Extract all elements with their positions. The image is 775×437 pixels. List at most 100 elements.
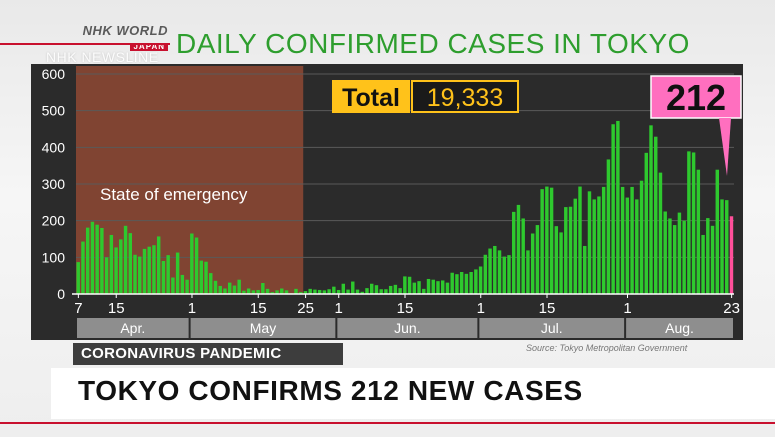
bar — [104, 257, 109, 294]
bar — [710, 225, 715, 294]
month-band — [626, 318, 733, 338]
bar — [114, 247, 118, 294]
bar — [672, 225, 677, 294]
bar — [251, 290, 256, 294]
source-note: Source: Tokyo Metropolitan Government — [526, 343, 688, 353]
bar — [336, 289, 341, 294]
bar — [445, 282, 450, 294]
bar — [308, 288, 312, 294]
callout-value: 212 — [666, 77, 726, 118]
total-value: 19,333 — [427, 84, 503, 112]
total-label-box — [332, 80, 410, 113]
bar — [85, 227, 90, 294]
y-tick-label: 400 — [42, 139, 66, 155]
bar — [620, 186, 625, 294]
bars-group — [76, 120, 734, 294]
bar — [497, 250, 502, 294]
month-label: Aug. — [665, 320, 694, 336]
bar — [469, 272, 473, 294]
bar — [568, 206, 573, 294]
state-of-emergency-label: State of emergency — [100, 185, 248, 204]
bar — [677, 212, 682, 294]
bar — [298, 292, 303, 294]
bar — [185, 279, 189, 294]
x-tick-label: 1 — [477, 300, 485, 317]
bar — [540, 189, 544, 294]
y-tick-label: 200 — [42, 213, 66, 229]
bar — [493, 245, 497, 294]
bar — [270, 292, 275, 294]
bar — [119, 239, 123, 294]
bar — [388, 285, 393, 294]
bar — [142, 248, 147, 294]
bottom-red-rule — [0, 422, 775, 424]
x-tick-label: 15 — [250, 300, 267, 317]
bar — [507, 255, 511, 294]
bar — [213, 280, 218, 294]
bar — [478, 266, 483, 294]
bar — [76, 262, 80, 294]
month-label: Apr. — [120, 320, 145, 336]
x-tick-label: 7 — [74, 300, 82, 317]
bar — [152, 245, 156, 294]
bar — [242, 290, 246, 294]
chart-container: 0 100 200 300 400 500 600 7 15 1 15 25 1 15 1 15 1 23 Ap… — [31, 64, 743, 340]
bar — [161, 261, 166, 294]
bar — [190, 233, 194, 294]
bar — [559, 232, 563, 294]
bar — [166, 255, 170, 294]
bar — [635, 199, 639, 294]
bar — [696, 169, 701, 294]
bar — [313, 289, 317, 294]
bar — [687, 151, 691, 294]
bar — [223, 288, 227, 294]
bar — [554, 226, 559, 294]
bar — [658, 172, 663, 294]
bar — [261, 283, 265, 294]
y-tick-label: 600 — [42, 66, 66, 82]
x-tick-label: 1 — [335, 300, 343, 317]
bar — [616, 120, 620, 294]
bar — [284, 290, 289, 294]
bar — [280, 288, 284, 294]
bar — [360, 291, 364, 294]
bar — [294, 288, 298, 294]
bar — [128, 233, 133, 294]
bar — [355, 289, 360, 294]
bar — [573, 198, 577, 294]
x-tick-label: 1 — [188, 300, 196, 317]
callout-pointer — [719, 118, 731, 176]
bar — [100, 228, 104, 294]
bar — [578, 186, 582, 294]
bar — [450, 272, 454, 294]
bar — [256, 289, 260, 294]
bar — [729, 216, 734, 294]
bar — [625, 197, 630, 294]
bar-chart: 0 100 200 300 400 500 600 7 15 1 15 25 1 15 1 15 1 23 Ap… — [31, 64, 743, 340]
bar — [601, 186, 606, 294]
y-tick-label: 100 — [42, 249, 66, 265]
bar — [180, 274, 185, 294]
y-axis: 0 100 200 300 400 500 600 — [42, 66, 734, 302]
bar — [526, 250, 530, 294]
x-tick-label: 15 — [397, 300, 414, 317]
bar — [227, 282, 232, 294]
bar — [398, 288, 402, 294]
bar — [369, 283, 374, 294]
bar — [133, 254, 137, 294]
bar — [209, 273, 213, 294]
bar — [123, 225, 128, 294]
headline-accent — [51, 368, 60, 419]
bar — [237, 279, 241, 294]
bar — [303, 291, 308, 294]
program-watermark: NHK NEWSLINE — [46, 49, 159, 65]
bar — [417, 281, 421, 294]
bar — [483, 254, 488, 294]
bar — [204, 261, 208, 294]
month-label: Jun. — [394, 320, 420, 336]
bar — [502, 256, 506, 294]
bar — [327, 289, 331, 294]
bar — [436, 281, 440, 294]
month-band — [77, 318, 189, 338]
bar — [715, 169, 719, 294]
